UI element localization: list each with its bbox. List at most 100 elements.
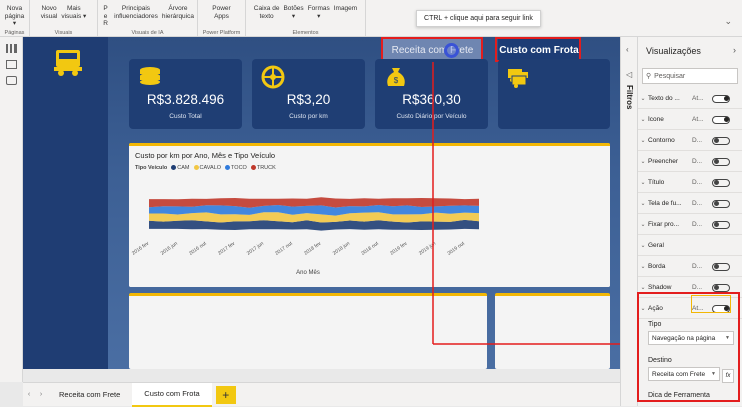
view-switcher-rail <box>0 37 23 382</box>
chevron-down-icon[interactable]: ⌄ <box>640 159 646 165</box>
tab-next-icon[interactable]: › <box>39 391 43 398</box>
line-chart-card[interactable]: Custo por km por Ano, Mês e Tipo Veículo… <box>129 143 487 287</box>
report-page: Receita com Frete Custo com Frota R$3.82… <box>23 37 620 369</box>
series-area-cavalo[interactable] <box>149 212 479 223</box>
series-area-cam[interactable] <box>149 219 479 231</box>
legend-item-cavalo[interactable]: CAVALO <box>193 165 221 171</box>
series-area-truck[interactable] <box>149 197 479 208</box>
format-section-name: Geral <box>648 242 664 249</box>
mouse-cursor-icon <box>444 43 459 58</box>
legend-item-truck[interactable]: TRUCK <box>250 165 276 171</box>
report-view-icon[interactable] <box>5 44 17 53</box>
money-bag-icon: $ <box>387 68 405 86</box>
format-section-6[interactable]: ⌄ Fixar pro... D... <box>638 215 742 235</box>
nav-button-receita[interactable]: Receita com Frete <box>383 39 482 61</box>
format-section-4[interactable]: ⌄ Título D... <box>638 173 742 193</box>
expand-filters-icon[interactable]: ◁ <box>626 70 633 79</box>
chevron-down-icon[interactable]: ⌄ <box>640 264 646 270</box>
kpi-card-custo-diario: $ R$360,30 Custo Diário por Veículo <box>375 59 488 129</box>
kpi-card-custo-total: R$3.828.496 Custo Total <box>129 59 242 129</box>
chevron-down-icon[interactable]: ⌄ <box>640 180 646 186</box>
add-page-button[interactable]: + <box>215 385 236 404</box>
collapse-pane-icon[interactable]: › <box>733 45 736 55</box>
ribbon-group-1: Novo visual Mais visuais ▾ Visuais <box>30 0 98 37</box>
kpi-value: R$3,20 <box>286 92 331 107</box>
data-view-icon[interactable] <box>5 60 17 69</box>
toggle-switch[interactable] <box>712 136 730 145</box>
toggle-state-label: D... <box>692 158 703 165</box>
empty-card-right-top <box>495 143 610 287</box>
toggle-switch[interactable] <box>712 157 730 166</box>
format-section-1[interactable]: ⌄ Ícone At... <box>638 110 742 130</box>
series-area-toco[interactable] <box>149 205 479 216</box>
ribbon-button[interactable]: Caixa de texto <box>253 5 280 20</box>
format-section-8[interactable]: ⌄ Borda D... <box>638 257 742 277</box>
toggle-switch[interactable] <box>712 262 730 271</box>
toggle-switch[interactable] <box>712 283 730 292</box>
model-view-icon[interactable] <box>5 76 17 85</box>
ribbon-group-4: Caixa de texto Botões ▾ Formas ▾ Imagem Elem… <box>246 0 366 37</box>
empty-card-bottom-right <box>495 293 610 369</box>
nav-button-custo[interactable]: Custo com Frota <box>498 39 580 61</box>
ribbon-button[interactable]: Árvore hierárquica <box>161 5 194 20</box>
format-section-7[interactable]: ⌄ Geral <box>638 236 742 256</box>
chevron-down-icon[interactable]: ⌄ <box>640 243 646 249</box>
ribbon-button[interactable]: Mais visuais ▾ <box>61 5 87 20</box>
ribbon-button[interactable]: Novo visual <box>40 5 58 20</box>
toggle-switch[interactable] <box>712 199 730 208</box>
chevron-left-icon[interactable]: ‹ <box>626 45 629 54</box>
legend-item-cam[interactable]: CAM <box>171 165 190 171</box>
tab-custo-com-frota[interactable]: Custo com Frota <box>132 382 212 407</box>
fx-button[interactable]: fx <box>722 369 734 383</box>
svg-text:$: $ <box>394 76 399 85</box>
kpi-label: Custo Diário por Veículo <box>396 113 467 120</box>
wheel-icon <box>261 65 285 89</box>
chevron-down-icon[interactable]: ⌄ <box>640 201 646 207</box>
format-section-name: Fixar pro... <box>648 221 680 228</box>
format-section-name: Tela de fu... <box>648 200 682 207</box>
toggle-switch[interactable] <box>712 94 730 103</box>
visualizations-title: Visualizações <box>646 46 701 56</box>
destino-select[interactable]: Receita com Frete ▼ <box>648 367 720 381</box>
ribbon-group-3: Power Apps Power Platform <box>198 0 246 37</box>
format-section-name: Ícone <box>648 116 664 123</box>
tipo-select[interactable]: Navegação na página ▼ <box>648 331 734 345</box>
chevron-down-icon[interactable]: ⌄ <box>640 117 646 123</box>
ribbon-button[interactable]: Nova página ▾ <box>4 5 25 27</box>
format-section-name: Contorno <box>648 137 675 144</box>
chevron-down-icon[interactable]: ⌄ <box>640 222 646 228</box>
ribbon-button[interactable]: Imagem <box>333 5 358 12</box>
ribbon-button[interactable]: Formas ▾ <box>307 5 330 20</box>
format-section-0[interactable]: ⌄ Texto do ... At... <box>638 89 742 109</box>
ribbon-button[interactable]: Power Apps <box>212 5 231 20</box>
chevron-down-icon[interactable]: ⌄ <box>640 96 646 102</box>
format-section-5[interactable]: ⌄ Tela de fu... D... <box>638 194 742 214</box>
highlight-box-acao <box>637 292 740 402</box>
legend-item-toco[interactable]: TOCO <box>225 165 247 171</box>
format-section-2[interactable]: ⌄ Contorno D... <box>638 131 742 151</box>
chevron-down-icon[interactable]: ⌄ <box>640 285 646 291</box>
filters-pane-collapsed[interactable]: ‹ ◁ Filtros <box>620 37 638 406</box>
format-section-9[interactable]: ⌄ Shadow D... <box>638 278 742 298</box>
tab-prev-icon[interactable]: ‹ <box>27 391 31 398</box>
search-input[interactable]: ⚲ Pesquisar <box>642 68 738 84</box>
annotation-arrow <box>432 62 620 345</box>
ribbon-collapse-icon[interactable]: ⌄ <box>724 16 732 26</box>
chevron-down-icon[interactable]: ⌄ <box>640 138 646 144</box>
tab-receita-com-frete[interactable]: Receita com Frete <box>59 390 121 399</box>
chevron-down-icon[interactable]: ⌄ <box>640 306 646 312</box>
kpi-label: Custo por km <box>289 113 328 120</box>
ribbon-button[interactable]: Principais influenciadores <box>114 5 158 20</box>
format-section-10[interactable]: ⌄ Ação At... <box>638 299 742 319</box>
format-section-3[interactable]: ⌄ Preencher D... <box>638 152 742 172</box>
legend-title: Tipo Veículo <box>135 165 168 171</box>
toggle-state-label: At... <box>692 95 704 102</box>
ribbon-button[interactable]: Botões ▾ <box>283 5 304 20</box>
chevron-down-icon: ▼ <box>725 335 730 341</box>
ribbon-group-label: Páginas <box>4 30 25 36</box>
format-section-name: Texto do ... <box>648 95 680 102</box>
toggle-switch[interactable] <box>712 115 730 124</box>
toggle-switch[interactable] <box>712 178 730 187</box>
ribbon-button[interactable]: P e R <box>103 5 108 27</box>
toggle-switch[interactable] <box>712 220 730 229</box>
